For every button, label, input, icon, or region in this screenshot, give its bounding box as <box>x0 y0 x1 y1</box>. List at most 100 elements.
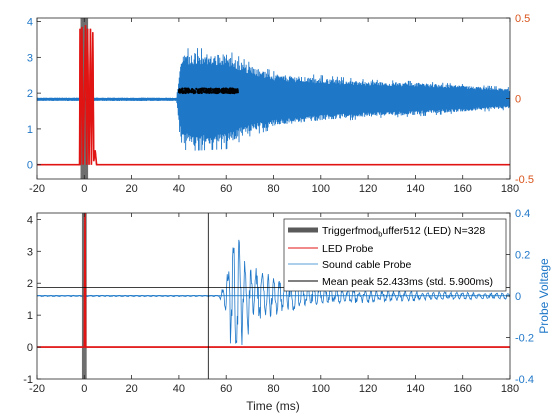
peak-dot <box>220 88 223 91</box>
y-tick-label-left: 3 <box>27 246 33 258</box>
y-tick-label-right: 0.2 <box>515 250 530 262</box>
y-tick-label-left: -1 <box>23 374 33 386</box>
y-tick-label-left: 0 <box>27 160 33 172</box>
x-tick-label: 20 <box>125 383 137 395</box>
x-tick-label: 20 <box>125 183 137 195</box>
peak-dot <box>201 89 204 92</box>
y-tick-label-left: 2 <box>27 88 33 100</box>
bottom-series-burst-2 <box>37 239 510 346</box>
top-y-axis-right: -0.5 0 0.5 <box>506 13 534 186</box>
peak-dot <box>216 87 219 91</box>
legend-label-mean-peak: Mean peak 52.433ms (std. 5.900ms) <box>322 276 493 288</box>
peak-dot <box>236 91 239 94</box>
peak-dot <box>180 90 183 93</box>
legend-label-trigger-sub: b <box>378 230 382 239</box>
peak-dot <box>213 88 216 91</box>
peak-dot <box>200 87 204 91</box>
y-tick-label-left: 4 <box>27 17 33 29</box>
legend-label-trigger: Triggerfmodbuffer512 (LED) N=328 <box>322 225 485 239</box>
top-plot-area <box>37 18 510 179</box>
x-axis-title: Time (ms) <box>246 399 300 413</box>
peak-dot <box>212 91 216 94</box>
peak-dot <box>226 90 229 93</box>
peak-dot <box>199 89 202 92</box>
x-tick-label: 140 <box>406 383 424 395</box>
peak-dot <box>222 87 225 90</box>
peak-dot <box>209 87 212 90</box>
y-tick-label-left: 0 <box>27 342 33 354</box>
peak-dot <box>178 91 181 94</box>
peak-dot <box>222 90 225 93</box>
x-tick-label: 120 <box>359 183 377 195</box>
top-x-axis: -20 0 20 40 60 80 100 120 140 160 180 <box>29 18 519 195</box>
top-y-axis-left: 0 1 2 3 4 <box>27 17 41 172</box>
top-peak-dots <box>177 87 239 95</box>
y-tick-label-right: 0 <box>515 94 521 106</box>
legend-label-sound-cable-probe: Sound cable Probe <box>322 259 411 271</box>
top-series-noise-1 <box>37 48 510 151</box>
right-y-axis-title: Probe Voltage <box>537 258 551 334</box>
x-tick-label: 60 <box>220 183 232 195</box>
x-tick-label: 140 <box>406 183 424 195</box>
bottom-panel: -20 0 20 40 60 80 100 120 140 160 180 -1 0 1 2 3 4 -0.4… <box>23 208 551 413</box>
x-tick-label: 180 <box>501 183 519 195</box>
x-tick-label: 0 <box>81 383 87 395</box>
legend-label-trigger-main: Triggerfmod <box>322 225 378 237</box>
x-tick-label: -20 <box>29 383 45 395</box>
x-tick-label: 160 <box>454 383 472 395</box>
peak-dot <box>195 87 198 90</box>
legend-label-trigger-rest: uffer512 (LED) N=328 <box>382 225 485 237</box>
bottom-x-axis: -20 0 20 40 60 80 100 120 140 160 180 <box>29 213 519 395</box>
y-tick-label-right: -0.5 <box>515 174 534 186</box>
legend-entry-led-probe: LED Probe <box>288 243 374 255</box>
y-tick-label-left: 4 <box>27 214 33 226</box>
legend-entry-trigger: Triggerfmodbuffer512 (LED) N=328 <box>288 225 485 239</box>
peak-dot <box>206 89 209 93</box>
bottom-y-axis-left: -1 0 1 2 3 4 <box>23 214 41 386</box>
peak-dot <box>188 90 191 93</box>
y-tick-label-right: 0 <box>515 291 521 303</box>
x-tick-label: 60 <box>220 383 232 395</box>
peak-dot <box>216 90 219 93</box>
x-tick-label: 40 <box>173 183 185 195</box>
x-tick-label: 160 <box>454 183 472 195</box>
y-tick-label-right: -0.2 <box>515 333 534 345</box>
y-tick-label-right: 0.4 <box>515 208 530 220</box>
x-tick-label: 80 <box>267 183 279 195</box>
x-tick-label: 40 <box>173 383 185 395</box>
peak-dot <box>229 90 232 93</box>
peak-dot <box>190 90 194 93</box>
peak-dot <box>187 87 190 90</box>
peak-dot <box>200 91 203 94</box>
peak-dot <box>210 89 213 92</box>
y-tick-label-left: 3 <box>27 52 33 64</box>
x-tick-label: -20 <box>29 183 45 195</box>
x-tick-label: 80 <box>267 383 279 395</box>
x-tick-label: 100 <box>312 383 330 395</box>
peak-dot <box>191 88 194 91</box>
x-tick-label: 0 <box>81 183 87 195</box>
y-tick-label-right: -0.4 <box>515 374 534 386</box>
peak-dot <box>234 88 238 92</box>
peak-dot <box>185 90 188 93</box>
legend-entry-sound-cable-probe: Sound cable Probe <box>288 259 411 271</box>
legend-label-led-probe: LED Probe <box>322 243 374 255</box>
peak-dot <box>193 91 196 94</box>
y-tick-label-left: 2 <box>27 278 33 290</box>
y-tick-label-left: 1 <box>27 124 33 136</box>
legend: Triggerfmodbuffer512 (LED) N=328 LED Pro… <box>283 218 507 292</box>
legend-box <box>283 218 507 292</box>
top-led-spike-0 <box>37 25 510 166</box>
bottom-y-axis-right: -0.4 -0.2 0 0.2 0.4 <box>506 208 534 386</box>
bottom-led-spike-0 <box>37 213 510 348</box>
peak-dot <box>210 91 213 94</box>
peak-dot <box>197 90 200 94</box>
peak-dot <box>179 88 183 92</box>
peak-dot <box>220 91 223 94</box>
y-tick-label-left: 1 <box>27 310 33 322</box>
legend-entry-mean-peak: Mean peak 52.433ms (std. 5.900ms) <box>288 276 493 288</box>
x-tick-label: 100 <box>312 183 330 195</box>
x-tick-label: 180 <box>501 383 519 395</box>
